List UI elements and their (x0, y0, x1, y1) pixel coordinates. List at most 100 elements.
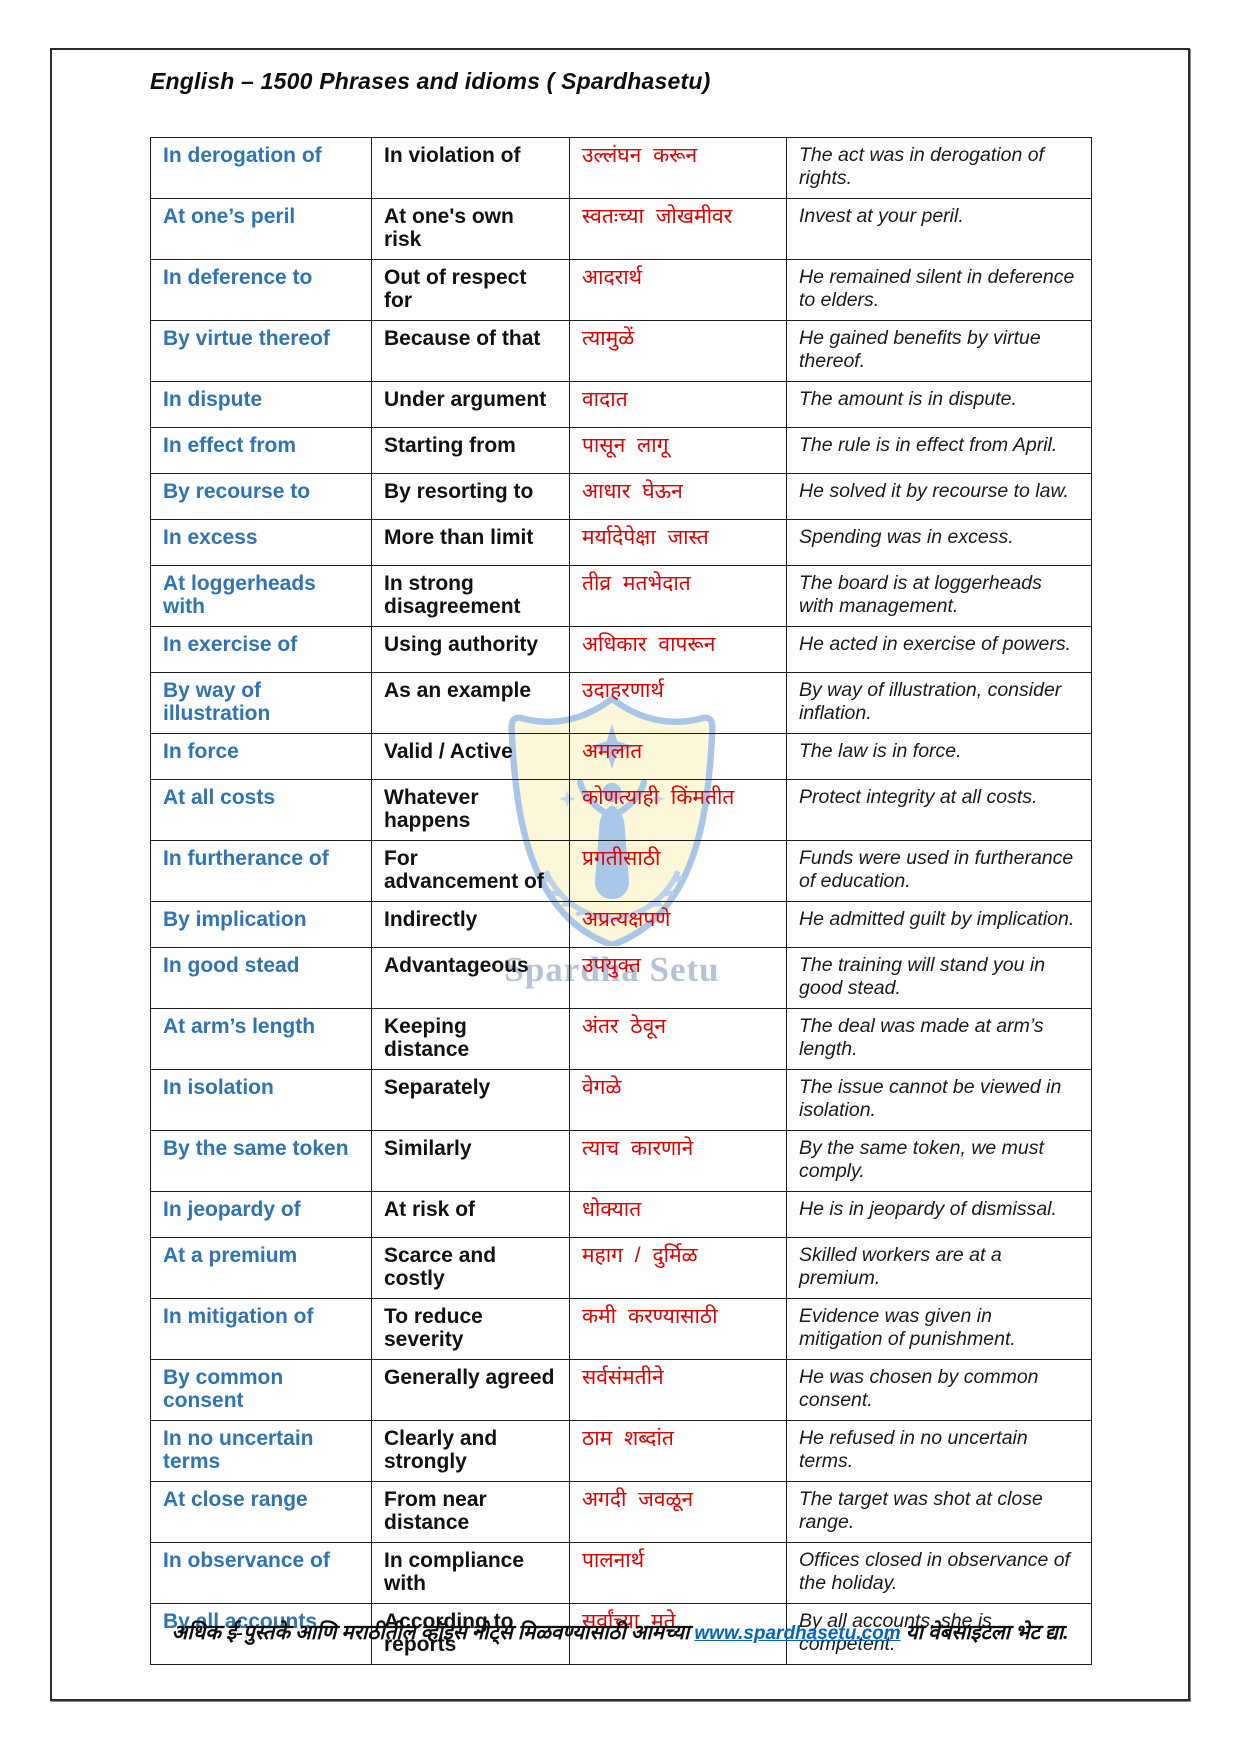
website-link[interactable]: www.spardhasetu.com (694, 1623, 901, 1644)
example-cell: The law is in force. (786, 733, 1092, 780)
example-cell: By the same token, we must comply. (786, 1130, 1092, 1192)
table-row: In force Valid / Active अमलात The law is… (150, 733, 1092, 780)
table-row: In exercise of Using authority अधिकार वा… (150, 626, 1092, 673)
phrase-cell: By the same token (150, 1130, 372, 1192)
example-cell: The target was shot at close range. (786, 1481, 1092, 1543)
table-row: In observance of In compliance with पालन… (150, 1542, 1092, 1604)
marathi-cell: आधार घेऊन (569, 473, 787, 520)
footer-text-pre: अधिक ई-पुस्तके आणि मराठीतील व्हॉइस नोट्स… (171, 1622, 695, 1644)
example-cell: He remained silent in deference to elder… (786, 259, 1092, 321)
table-row: At arm’s length Keeping distance अंतर ठे… (150, 1008, 1092, 1070)
meaning-cell: In strong disagreement (371, 565, 570, 627)
meaning-cell: Scarce and costly (371, 1237, 570, 1299)
marathi-cell: त्यामुळें (569, 320, 787, 382)
phrase-cell: By way of illustration (150, 672, 372, 734)
phrase-cell: In exercise of (150, 626, 372, 673)
example-cell: He refused in no uncertain terms. (786, 1420, 1092, 1482)
phrase-cell: In mitigation of (150, 1298, 372, 1360)
table-row: At close range From near distance अगदी ज… (150, 1481, 1092, 1543)
marathi-cell: त्याच कारणाने (569, 1130, 787, 1192)
page-title: English – 1500 Phrases and idioms ( Spar… (150, 68, 711, 94)
meaning-cell: Indirectly (371, 901, 570, 948)
phrase-cell: By virtue thereof (150, 320, 372, 382)
phrase-cell: At all costs (150, 779, 372, 841)
marathi-cell: स्वतःच्या जोखमीवर (569, 198, 787, 260)
meaning-cell: More than limit (371, 519, 570, 566)
phrase-cell: At a premium (150, 1237, 372, 1299)
marathi-cell: वेगळे (569, 1069, 787, 1131)
phrase-cell: In force (150, 733, 372, 780)
example-cell: He acted in exercise of powers. (786, 626, 1092, 673)
footer-text-post: या वेबसाइटला भेट द्या. (900, 1622, 1069, 1644)
meaning-cell: From near distance (371, 1481, 570, 1543)
example-cell: He is in jeopardy of dismissal. (786, 1191, 1092, 1238)
table-row: At one’s peril At one's own risk स्वतःच्… (150, 198, 1092, 260)
meaning-cell: Generally agreed (371, 1359, 570, 1421)
marathi-cell: उल्लंघन करून (569, 137, 787, 199)
marathi-cell: उदाहरणार्थ (569, 672, 787, 734)
meaning-cell: As an example (371, 672, 570, 734)
table-row: At loggerheads with In strong disagreeme… (150, 565, 1092, 627)
example-cell: He gained benefits by virtue thereof. (786, 320, 1092, 382)
table-row: At a premium Scarce and costly महाग / दु… (150, 1237, 1092, 1299)
table-row: In dispute Under argument वादात The amou… (150, 381, 1092, 428)
meaning-cell: Keeping distance (371, 1008, 570, 1070)
meaning-cell: In compliance with (371, 1542, 570, 1604)
meaning-cell: At one's own risk (371, 198, 570, 260)
example-cell: Funds were used in furtherance of educat… (786, 840, 1092, 902)
example-cell: Invest at your peril. (786, 198, 1092, 260)
marathi-cell: मर्यादेपेक्षा जास्त (569, 519, 787, 566)
meaning-cell: Out of respect for (371, 259, 570, 321)
meaning-cell: Whatever happens (371, 779, 570, 841)
marathi-cell: अप्रत्यक्षपणे (569, 901, 787, 948)
example-cell: Spending was in excess. (786, 519, 1092, 566)
marathi-cell: वादात (569, 381, 787, 428)
table-row: In effect from Starting from पासून लागू … (150, 427, 1092, 474)
example-cell: By way of illustration, consider inflati… (786, 672, 1092, 734)
phrase-cell: In good stead (150, 947, 372, 1009)
marathi-cell: उपयुक्त (569, 947, 787, 1009)
example-cell: The rule is in effect from April. (786, 427, 1092, 474)
phrase-cell: By implication (150, 901, 372, 948)
phrases-table: In derogation of In violation of उल्लंघन… (150, 137, 1092, 1665)
example-cell: The act was in derogation of rights. (786, 137, 1092, 199)
marathi-cell: अंतर ठेवून (569, 1008, 787, 1070)
phrase-cell: By recourse to (150, 473, 372, 520)
meaning-cell: For advancement of (371, 840, 570, 902)
phrase-cell: In effect from (150, 427, 372, 474)
phrase-cell: In derogation of (150, 137, 372, 199)
phrase-cell: In jeopardy of (150, 1191, 372, 1238)
marathi-cell: कमी करण्यासाठी (569, 1298, 787, 1360)
meaning-cell: According to reports (371, 1603, 570, 1665)
phrase-cell: At loggerheads with (150, 565, 372, 627)
phrase-cell: In furtherance of (150, 840, 372, 902)
table-row: In isolation Separately वेगळे The issue … (150, 1069, 1092, 1131)
example-cell: The amount is in dispute. (786, 381, 1092, 428)
meaning-cell: Advantageous (371, 947, 570, 1009)
example-cell: The issue cannot be viewed in isolation. (786, 1069, 1092, 1131)
example-cell: The board is at loggerheads with managem… (786, 565, 1092, 627)
example-cell: Evidence was given in mitigation of puni… (786, 1298, 1092, 1360)
example-cell: The training will stand you in good stea… (786, 947, 1092, 1009)
marathi-cell: धोक्यात (569, 1191, 787, 1238)
meaning-cell: To reduce severity (371, 1298, 570, 1360)
marathi-cell: सर्वसंमतीने (569, 1359, 787, 1421)
example-cell: He was chosen by common consent. (786, 1359, 1092, 1421)
phrases-tbody: In derogation of In violation of उल्लंघन… (150, 137, 1092, 1665)
table-row: By virtue thereof Because of that त्यामु… (150, 320, 1092, 382)
phrase-cell: At arm’s length (150, 1008, 372, 1070)
phrase-cell: In observance of (150, 1542, 372, 1604)
marathi-cell: प्रगतीसाठी (569, 840, 787, 902)
meaning-cell: In violation of (371, 137, 570, 199)
table-row: In jeopardy of At risk of धोक्यात He is … (150, 1191, 1092, 1238)
example-cell: Skilled workers are at a premium. (786, 1237, 1092, 1299)
table-row: By all accounts According to reports सर्… (150, 1603, 1092, 1665)
marathi-cell: पालनार्थ (569, 1542, 787, 1604)
table-row: By the same token Similarly त्याच कारणान… (150, 1130, 1092, 1192)
meaning-cell: Similarly (371, 1130, 570, 1192)
table-row: By implication Indirectly अप्रत्यक्षपणे … (150, 901, 1092, 948)
meaning-cell: Separately (371, 1069, 570, 1131)
example-cell: He admitted guilt by implication. (786, 901, 1092, 948)
example-cell: Protect integrity at all costs. (786, 779, 1092, 841)
